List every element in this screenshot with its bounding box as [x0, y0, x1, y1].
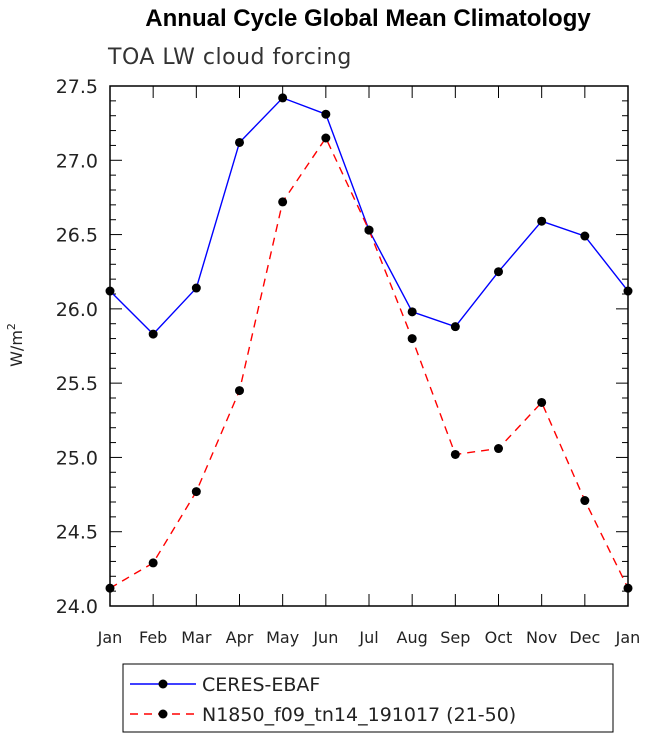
series-0-point — [148, 329, 158, 339]
legend-label-ceres: CERES-EBAF — [202, 674, 320, 696]
series-1-point — [148, 558, 158, 568]
y-tick-label: 24.5 — [56, 522, 98, 544]
series-0-point — [191, 283, 201, 293]
y-tick-label: 26.0 — [56, 299, 98, 321]
series-0-point — [580, 231, 590, 241]
x-tick-label: Jul — [358, 628, 378, 647]
x-tick-label: May — [266, 628, 299, 647]
series-0-point — [278, 93, 288, 103]
y-tick-label: 24.0 — [56, 596, 98, 618]
y-tick-labels: 24.0 24.5 25.0 25.5 26.0 26.5 27.0 27.5 — [56, 76, 98, 618]
chart-subtitle: TOA LW cloud forcing — [107, 45, 352, 70]
series-1-point — [235, 386, 244, 396]
y-axis-label-superscript: 2 — [5, 323, 18, 330]
x-tick-label: Aug — [397, 628, 428, 647]
legend-marker-model — [158, 709, 168, 719]
x-tick-label: Jan — [615, 628, 641, 647]
series-1-point — [494, 444, 503, 454]
series-0-point — [407, 307, 417, 317]
series-1-point — [407, 334, 417, 344]
y-tick-label: 27.5 — [56, 76, 98, 98]
legend-label-model: N1850_f09_tn14_191017 (21-50) — [202, 704, 516, 726]
x-tick-label: Oct — [485, 628, 513, 647]
series-0-point — [450, 322, 460, 332]
series-1-point — [580, 496, 590, 506]
y-axis-label-text: W/m — [7, 330, 26, 367]
y-tick-label: 26.5 — [56, 225, 98, 247]
series-1-point — [450, 449, 460, 459]
x-tick-label: Jan — [97, 628, 123, 647]
chart-title: Annual Cycle Global Mean Climatology — [145, 5, 591, 32]
x-tick-labels: Jan Feb Mar Apr May Jun Jul Aug Sep Oct Nov Dec Jan — [97, 628, 641, 647]
series-1-point — [278, 197, 288, 207]
x-tick-label: Sep — [440, 628, 470, 647]
x-tick-label: Mar — [181, 628, 212, 647]
series-0-point — [321, 109, 331, 119]
series-1-point — [191, 487, 201, 497]
y-tick-label: 25.5 — [56, 373, 98, 395]
y-tick-label: 25.0 — [56, 447, 98, 469]
plot-frame — [109, 85, 629, 607]
series-line-0 — [109, 97, 629, 336]
legend: CERES-EBAF N1850_f09_tn14_191017 (21-50) — [122, 663, 614, 733]
y-axis-label: W/m2 — [5, 323, 26, 367]
series-0-point — [235, 137, 244, 147]
series-layer — [105, 93, 633, 593]
series-1-point — [537, 397, 547, 407]
series-line-1 — [109, 136, 629, 589]
legend-box — [122, 663, 614, 733]
series-0-point — [537, 216, 547, 226]
series-1-point — [321, 133, 331, 143]
x-tick-label: Feb — [139, 628, 167, 647]
x-tick-label: Nov — [526, 628, 557, 647]
x-tick-label: Apr — [226, 628, 254, 647]
y-tick-label: 27.0 — [56, 150, 98, 172]
series-1-point — [364, 225, 374, 235]
legend-marker-ceres — [158, 679, 168, 689]
series-0-point — [494, 267, 503, 277]
x-tick-label: Dec — [569, 628, 600, 647]
tick-marks — [109, 85, 629, 607]
x-tick-label: Jun — [312, 628, 338, 647]
